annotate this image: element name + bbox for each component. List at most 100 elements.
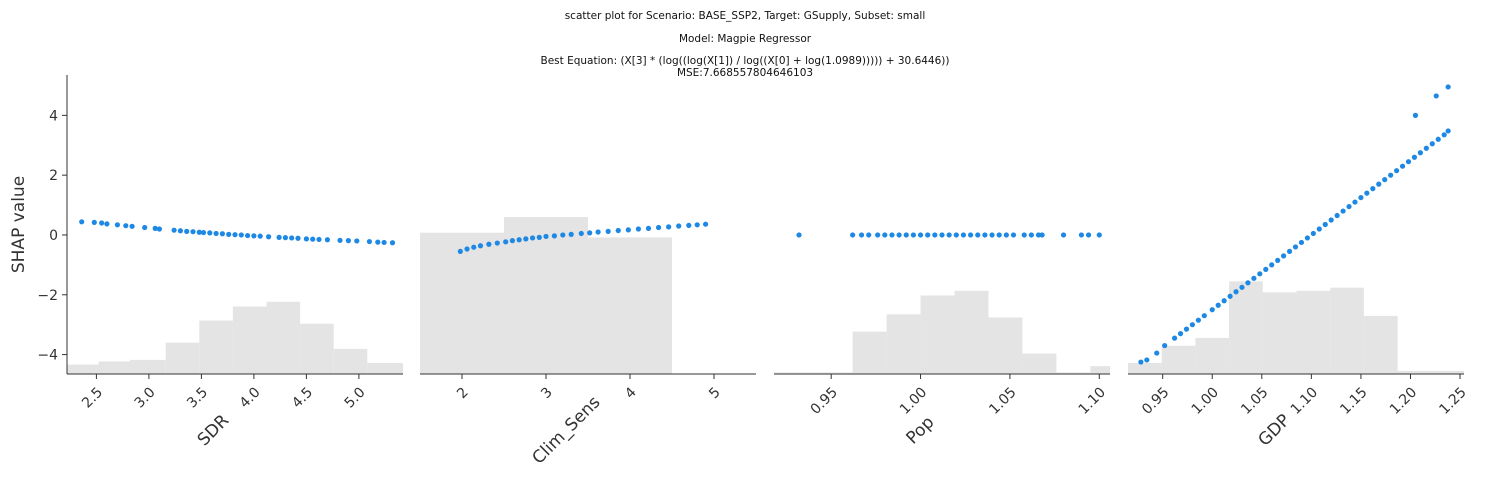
x-tick-label: 5.0 [342,384,369,411]
histogram-bar [1195,337,1230,374]
x-tick-label: 2.5 [79,384,106,411]
data-point [142,224,148,231]
data-point [1376,181,1382,187]
histogram-bar [165,342,200,374]
data-point [536,234,542,240]
x-tick-label: 4 [622,384,640,402]
data-point [257,233,263,239]
histogram-bar [588,237,672,374]
data-point [123,223,129,229]
data-point [1322,221,1328,228]
data-point [1405,159,1412,165]
data-point [975,232,981,238]
histogram-bar [266,301,301,374]
data-point [560,232,566,238]
data-point [91,219,97,226]
data-point [1085,232,1092,238]
histogram-bar [333,348,368,374]
chart-subtitle-mse: MSE:7.668557804646103 [676,67,814,79]
data-point [232,232,238,238]
data-point [1441,132,1447,138]
data-point [316,236,322,243]
data-point [1251,275,1257,281]
data-point [1221,298,1227,304]
subplot-4: 0.95 1.00 1.05 1.10 1.15 1.20 1.25 GDP [1128,84,1470,450]
x-tick-label: 3.0 [132,384,159,411]
data-point [1201,313,1207,319]
x-tick-label: 3 [538,384,556,402]
data-point [910,232,917,238]
x-tick-label: 4.5 [289,384,316,411]
data-point [953,232,959,238]
data-point [1269,262,1275,268]
histogram-bar [988,317,1023,374]
data-point [190,229,196,235]
data-point [676,223,682,229]
histogram-bar [130,359,166,374]
data-point [1183,326,1190,332]
data-point [503,239,509,245]
data-point [925,232,931,238]
data-point [1346,203,1352,210]
chart-subtitle-model: Model: Magpie Regressor [678,33,812,45]
x-axis-label: SDR [194,411,234,451]
data-point [471,244,477,250]
data-point [1028,232,1034,238]
data-point [1245,280,1251,286]
data-point [982,232,988,238]
histogram-bar [1431,370,1464,374]
data-point [1035,232,1042,238]
data-point [875,232,881,238]
data-point [1370,186,1376,192]
y-tick-label: −2 [37,288,58,304]
data-point [858,232,865,238]
data-point [282,235,288,241]
data-point [104,221,110,227]
histogram-bar [852,331,887,374]
data-point [1417,150,1423,156]
y-tick-label: 2 [49,168,58,184]
data-point [703,221,709,227]
data-point [1039,232,1045,238]
histogram-bar [1128,363,1162,374]
x-tick-label: 1.15 [1337,384,1370,417]
histogram-bar [920,295,955,374]
data-point [226,231,232,237]
x-tick-label: 5 [706,384,724,402]
data-point [595,229,601,235]
data-point [1423,145,1429,151]
subplot-2: 2 3 4 5 Clim_Sens [420,217,756,468]
data-point [896,232,902,238]
data-point [960,232,967,238]
histogram-bar [420,232,504,374]
data-point [1138,359,1144,365]
histogram-bar [774,372,844,374]
data-point [1352,199,1358,205]
histogram-bar [1161,345,1196,374]
data-point [1328,217,1334,223]
data-point [694,222,700,228]
data-point [635,226,642,232]
histogram-bar [843,372,853,374]
data-point [1382,177,1388,183]
data-point [1189,322,1196,328]
data-point [516,237,522,243]
x-tick-label: 1.00 [1189,384,1222,417]
data-point [1399,163,1406,169]
x-tick-label: 1.10 [1288,384,1321,417]
data-point [337,237,343,243]
data-point [1021,232,1027,238]
histogram-bar [504,217,588,374]
data-point [266,234,272,240]
data-point [903,232,909,238]
data-point [1358,194,1364,201]
subplot-1: 2.5 3.0 3.5 4.0 4.5 5.0 SDR −4 −2 0 2 4 SHAP value [9,75,403,450]
data-point [1364,190,1370,196]
data-point [655,224,662,231]
data-point [1445,128,1451,134]
data-point [1334,212,1340,219]
data-point [1227,293,1233,299]
data-point [1429,141,1435,147]
data-point [523,236,529,242]
data-point [1275,257,1281,263]
